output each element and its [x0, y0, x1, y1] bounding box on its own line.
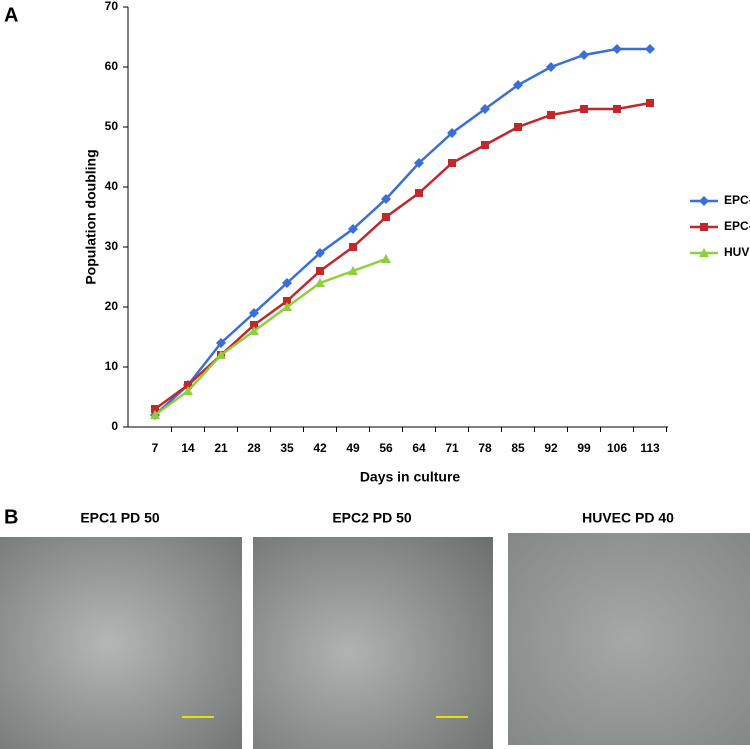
micrograph	[508, 533, 750, 745]
x-tick-label: 56	[379, 441, 393, 455]
marker	[546, 62, 556, 72]
marker	[646, 99, 654, 107]
x-tick-label: 64	[412, 441, 426, 455]
x-tick-label: 49	[346, 441, 360, 455]
marker	[250, 321, 258, 329]
y-tick-label: 70	[105, 0, 119, 13]
x-tick-label: 99	[577, 441, 591, 455]
micrograph	[0, 537, 242, 749]
marker	[414, 158, 424, 168]
x-tick-label: 113	[640, 441, 660, 455]
marker	[348, 266, 358, 275]
y-tick-label: 30	[105, 239, 119, 253]
image-title: EPC2 PD 50	[332, 510, 412, 526]
x-tick-label: 35	[280, 441, 294, 455]
y-tick-label: 0	[111, 419, 118, 433]
marker	[216, 338, 226, 348]
marker	[184, 381, 192, 389]
marker	[381, 254, 391, 263]
x-tick-label: 42	[313, 441, 327, 455]
marker	[645, 44, 655, 54]
marker	[282, 278, 292, 288]
marker	[580, 105, 588, 113]
marker	[249, 308, 259, 318]
marker	[579, 50, 589, 60]
y-tick-label: 50	[105, 119, 119, 133]
marker	[612, 44, 622, 54]
marker	[216, 350, 226, 359]
marker	[348, 224, 358, 234]
micrograph	[253, 537, 493, 749]
marker	[282, 302, 292, 311]
marker	[700, 223, 708, 231]
marker	[151, 405, 159, 413]
marker	[480, 104, 490, 114]
y-tick-label: 60	[105, 59, 119, 73]
marker	[514, 123, 522, 131]
y-tick-label: 10	[105, 359, 119, 373]
marker	[315, 278, 325, 287]
marker	[283, 297, 291, 305]
marker	[349, 243, 357, 251]
marker	[382, 213, 390, 221]
x-tick-label: 106	[607, 441, 627, 455]
marker	[699, 196, 709, 206]
x-tick-label: 21	[214, 441, 228, 455]
marker	[415, 189, 423, 197]
panel-label: A	[4, 4, 18, 26]
y-axis-label: Population doubling	[83, 149, 99, 284]
x-axis-label: Days in culture	[360, 469, 461, 485]
legend-label: EPC-2	[724, 219, 750, 233]
marker	[613, 105, 621, 113]
x-tick-label: 92	[544, 441, 558, 455]
x-tick-label: 71	[445, 441, 459, 455]
marker	[249, 326, 259, 335]
series-line	[154, 47, 650, 416]
marker	[547, 111, 555, 119]
legend-label: EPC-1	[724, 193, 750, 207]
series-line	[154, 257, 387, 417]
marker	[447, 128, 457, 138]
marker	[150, 410, 160, 419]
legend-label: HUVEC	[724, 245, 750, 259]
marker	[381, 194, 391, 204]
panel-label: B	[4, 506, 18, 528]
x-tick-label: 85	[511, 441, 525, 455]
marker	[315, 248, 325, 258]
series-line	[154, 101, 651, 411]
x-tick-label: 78	[478, 441, 492, 455]
image-title: EPC1 PD 50	[80, 510, 160, 526]
marker	[699, 248, 709, 257]
x-tick-label: 7	[152, 441, 159, 455]
marker	[448, 159, 456, 167]
marker	[513, 80, 523, 90]
image-title: HUVEC PD 40	[582, 510, 674, 526]
y-tick-label: 40	[105, 179, 119, 193]
x-tick-label: 14	[181, 441, 195, 455]
marker	[481, 141, 489, 149]
marker	[183, 386, 193, 395]
x-tick-label: 28	[247, 441, 261, 455]
y-tick-label: 20	[105, 299, 119, 313]
marker	[316, 267, 324, 275]
